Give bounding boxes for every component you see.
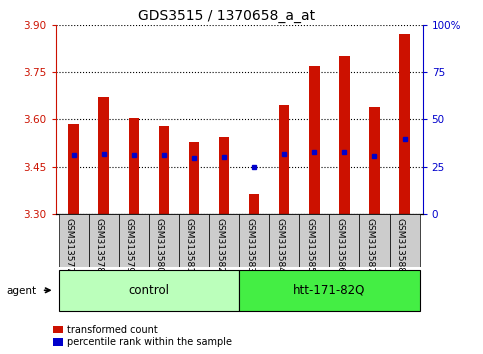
Text: GSM313588: GSM313588 xyxy=(396,218,405,273)
Text: htt-171-82Q: htt-171-82Q xyxy=(293,284,366,297)
Bar xyxy=(279,105,289,214)
Bar xyxy=(179,214,209,267)
Text: GSM313582: GSM313582 xyxy=(215,218,224,273)
Bar xyxy=(149,214,179,267)
Text: GSM313580: GSM313580 xyxy=(155,218,164,273)
Bar xyxy=(329,214,359,267)
Bar xyxy=(189,142,199,214)
Bar xyxy=(58,270,239,311)
Bar xyxy=(269,214,299,267)
Text: GSM313587: GSM313587 xyxy=(366,218,374,273)
Bar xyxy=(309,66,320,214)
Text: GSM313581: GSM313581 xyxy=(185,218,194,273)
Text: GSM313583: GSM313583 xyxy=(245,218,254,273)
Text: GSM313586: GSM313586 xyxy=(335,218,344,273)
Bar xyxy=(359,214,389,267)
Bar xyxy=(369,107,380,214)
Bar xyxy=(339,56,350,214)
Bar xyxy=(299,214,329,267)
Bar xyxy=(249,194,259,214)
Legend: transformed count, percentile rank within the sample: transformed count, percentile rank withi… xyxy=(53,325,232,347)
Bar xyxy=(58,214,89,267)
Bar xyxy=(239,270,420,311)
Text: GDS3515 / 1370658_a_at: GDS3515 / 1370658_a_at xyxy=(139,9,315,23)
Bar xyxy=(399,34,410,214)
Text: GSM313578: GSM313578 xyxy=(95,218,104,273)
Bar xyxy=(68,124,79,214)
Bar xyxy=(239,214,269,267)
Text: control: control xyxy=(128,284,170,297)
Text: GSM313579: GSM313579 xyxy=(125,218,134,273)
Bar xyxy=(219,137,229,214)
Bar xyxy=(119,214,149,267)
Bar xyxy=(209,214,239,267)
Bar xyxy=(389,214,420,267)
Bar xyxy=(99,97,109,214)
Bar xyxy=(158,126,169,214)
Bar xyxy=(128,118,139,214)
Text: GSM313585: GSM313585 xyxy=(305,218,314,273)
Text: GSM313584: GSM313584 xyxy=(275,218,284,273)
Text: GSM313577: GSM313577 xyxy=(65,218,73,273)
Bar xyxy=(89,214,119,267)
Text: agent: agent xyxy=(6,286,36,296)
